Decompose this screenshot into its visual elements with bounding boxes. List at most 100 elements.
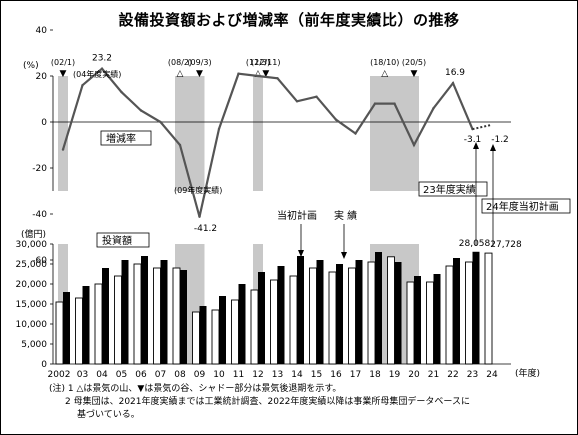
x-tick-label: 20	[408, 370, 420, 380]
recession-shade-top-0	[58, 76, 68, 191]
x-tick-label: 14	[291, 370, 303, 380]
bar-plan-08	[172, 267, 181, 365]
bar-actual-04	[102, 268, 109, 364]
cycle-mark-0: ▼	[60, 69, 67, 79]
cycle-label-4: (12/11)	[251, 58, 280, 67]
bar-actual-15	[316, 260, 324, 364]
growth-point	[178, 143, 182, 147]
x-tick-label: 22	[447, 370, 458, 380]
cycle-label-0: (02/1)	[51, 58, 75, 67]
investment-tick-label: 25,000	[16, 260, 48, 270]
bar-actual-08	[180, 270, 187, 364]
bar-plan-10	[211, 309, 220, 365]
cycle-label-5: (18/10)	[370, 58, 399, 67]
growth-point	[237, 72, 240, 75]
bar-actual-22	[453, 258, 460, 364]
growth-y-unit: (%)	[23, 61, 39, 71]
cycle-label-6: (20/5)	[402, 58, 426, 67]
cycle-mark-6: ▼	[411, 69, 418, 79]
bar-plan-05	[114, 275, 122, 365]
growth-point	[412, 143, 416, 147]
x-tick-label: 24	[486, 370, 498, 380]
x-tick-label: 10	[213, 370, 225, 380]
growth-point	[198, 215, 201, 218]
bar-label-23: 28,058	[459, 239, 491, 249]
growth-value-label: -3.1	[464, 135, 482, 145]
x-tick-label: 23	[467, 370, 478, 380]
cycle-mark-4: ▼	[262, 69, 269, 79]
growth-y-axis: 40 20 0 -20 -40 -60	[32, 26, 54, 266]
bar-actual-07	[160, 260, 168, 364]
callout-23-label: 23年度実績	[423, 183, 476, 196]
x-tick-label: 08	[174, 370, 186, 380]
investment-tick-label: 0	[41, 360, 47, 370]
growth-tick-label: -40	[32, 210, 47, 220]
cycle-mark-2: ▼	[196, 69, 203, 79]
x-axis-labels: 2002 03 04 05 06 07 08 09 10 11 12 13 14 15 16 17 18 19 20…	[48, 370, 498, 380]
growth-point	[256, 74, 260, 78]
bar-plan-07	[153, 267, 161, 365]
bar-actual-17	[355, 260, 363, 364]
bar-actual-05	[121, 260, 129, 364]
growth-tick-label: -60	[32, 256, 47, 266]
growth-point	[217, 127, 221, 131]
bar-plan-11	[231, 299, 239, 365]
investment-legend-box: 投資額	[96, 232, 150, 248]
x-tick-label: 07	[155, 370, 166, 380]
bar-plan-16	[328, 271, 337, 365]
cycle-label-1: (08/2)	[168, 58, 192, 67]
x-tick-label: 04	[96, 370, 108, 380]
x-tick-label: 17	[350, 370, 361, 380]
bar-actual-10	[219, 296, 226, 364]
bar-actual-11	[238, 284, 246, 364]
investment-legend-label: 投資額	[102, 234, 132, 247]
investment-tick-label: 20,000	[16, 280, 48, 290]
x-tick-label: 12	[252, 370, 263, 380]
growth-point	[334, 118, 338, 121]
bar-plan-14	[289, 275, 298, 365]
x-tick-label: 18	[369, 370, 381, 380]
growth-point	[100, 67, 104, 70]
growth-point	[393, 102, 396, 105]
bar-plan-13	[270, 279, 278, 365]
x-axis-title: (年度)	[515, 367, 540, 379]
growth-point	[81, 84, 84, 87]
bar-actual-03	[82, 286, 90, 364]
callout-24-label: 24年度当初計画	[486, 200, 559, 213]
growth-point	[139, 109, 143, 112]
growth-value-labels: 23.2 -41.2 16.9 -3.1 -1.2	[92, 54, 509, 234]
x-tick-label: 16	[330, 370, 342, 380]
bar-plan-22	[445, 265, 454, 365]
recession-shade-top-1	[175, 76, 205, 191]
growth-point	[159, 120, 162, 124]
growth-tick-label: -20	[32, 164, 47, 174]
callout-24-box: 24年度当初計画	[481, 198, 571, 214]
x-tick-label: 15	[311, 370, 322, 380]
footnotes: (注) 1 △は景気の山、▼は景気の谷、シャドー部分は景気後退期を示す。 2 母…	[49, 383, 470, 422]
bar-actual-18	[375, 252, 382, 364]
recession-shade-top-3	[370, 76, 419, 191]
annotation-04: (04年度実績)	[73, 69, 121, 79]
growth-tick-label: 0	[41, 118, 47, 128]
bar-actual-23	[472, 251, 480, 364]
bar-actual-20	[414, 276, 421, 364]
growth-value-label: -41.2	[194, 224, 217, 234]
x-tick-label: 21	[428, 370, 439, 380]
growth-line	[61, 67, 474, 218]
legend-plan: 当初計画	[277, 209, 317, 222]
bar-plan-09	[192, 311, 200, 365]
cycle-label-3: (12/3)	[246, 58, 270, 67]
cycle-mark-1: △	[177, 69, 184, 79]
investment-tick-label: 5,000	[21, 340, 47, 350]
bar-plan-03	[75, 297, 83, 365]
bar-actual-06	[141, 256, 148, 364]
bar-plan-20	[406, 281, 415, 365]
investment-bars: 28,058 27,728	[55, 239, 522, 365]
cycle-label-2: (09/3)	[187, 58, 211, 67]
growth-tick-label: 20	[36, 72, 48, 82]
bar-plan-23	[465, 261, 473, 365]
x-tick-label: 09	[194, 370, 206, 380]
x-tick-label: 19	[389, 370, 401, 380]
